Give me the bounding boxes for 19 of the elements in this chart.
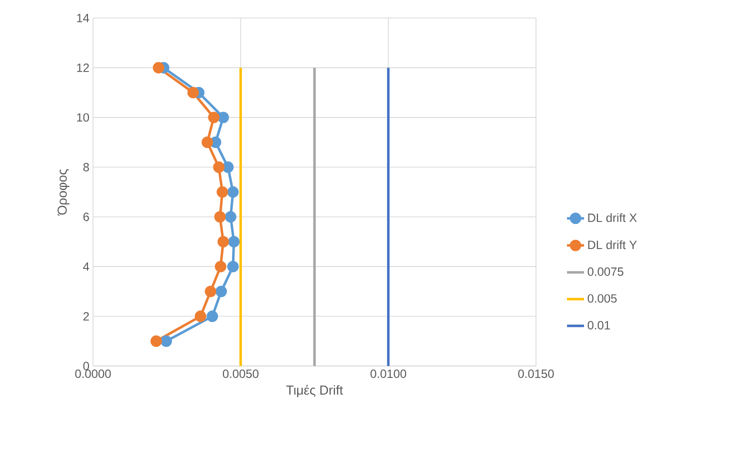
x-tick-label: 0.0050 [222, 370, 258, 378]
y-tick-label: 12 [77, 64, 89, 72]
legend-label: DL drift Y [588, 240, 637, 250]
legend-label: 0.005 [588, 294, 617, 303]
y-tick-label: 2 [83, 312, 89, 320]
legend-label: 0.0075 [588, 267, 624, 276]
y-tick-label: 4 [83, 262, 90, 271]
y-tick-label: 0 [83, 362, 90, 370]
x-tick-label: 0.0150 [518, 370, 554, 378]
x-axis-title: Τιμές Drift [286, 384, 343, 398]
y-tick-label: 10 [77, 113, 90, 122]
y-axis-title: Όροφος [58, 169, 70, 216]
x-tick-label: 0.0100 [370, 370, 406, 378]
legend-label: DL drift X [588, 213, 637, 222]
legend-label: 0.01 [588, 320, 610, 330]
y-tick-label: 8 [83, 162, 89, 172]
y-tick-label: 14 [77, 14, 90, 22]
x-tick-label: 0.0000 [75, 370, 111, 378]
y-tick-label: 6 [83, 212, 89, 222]
